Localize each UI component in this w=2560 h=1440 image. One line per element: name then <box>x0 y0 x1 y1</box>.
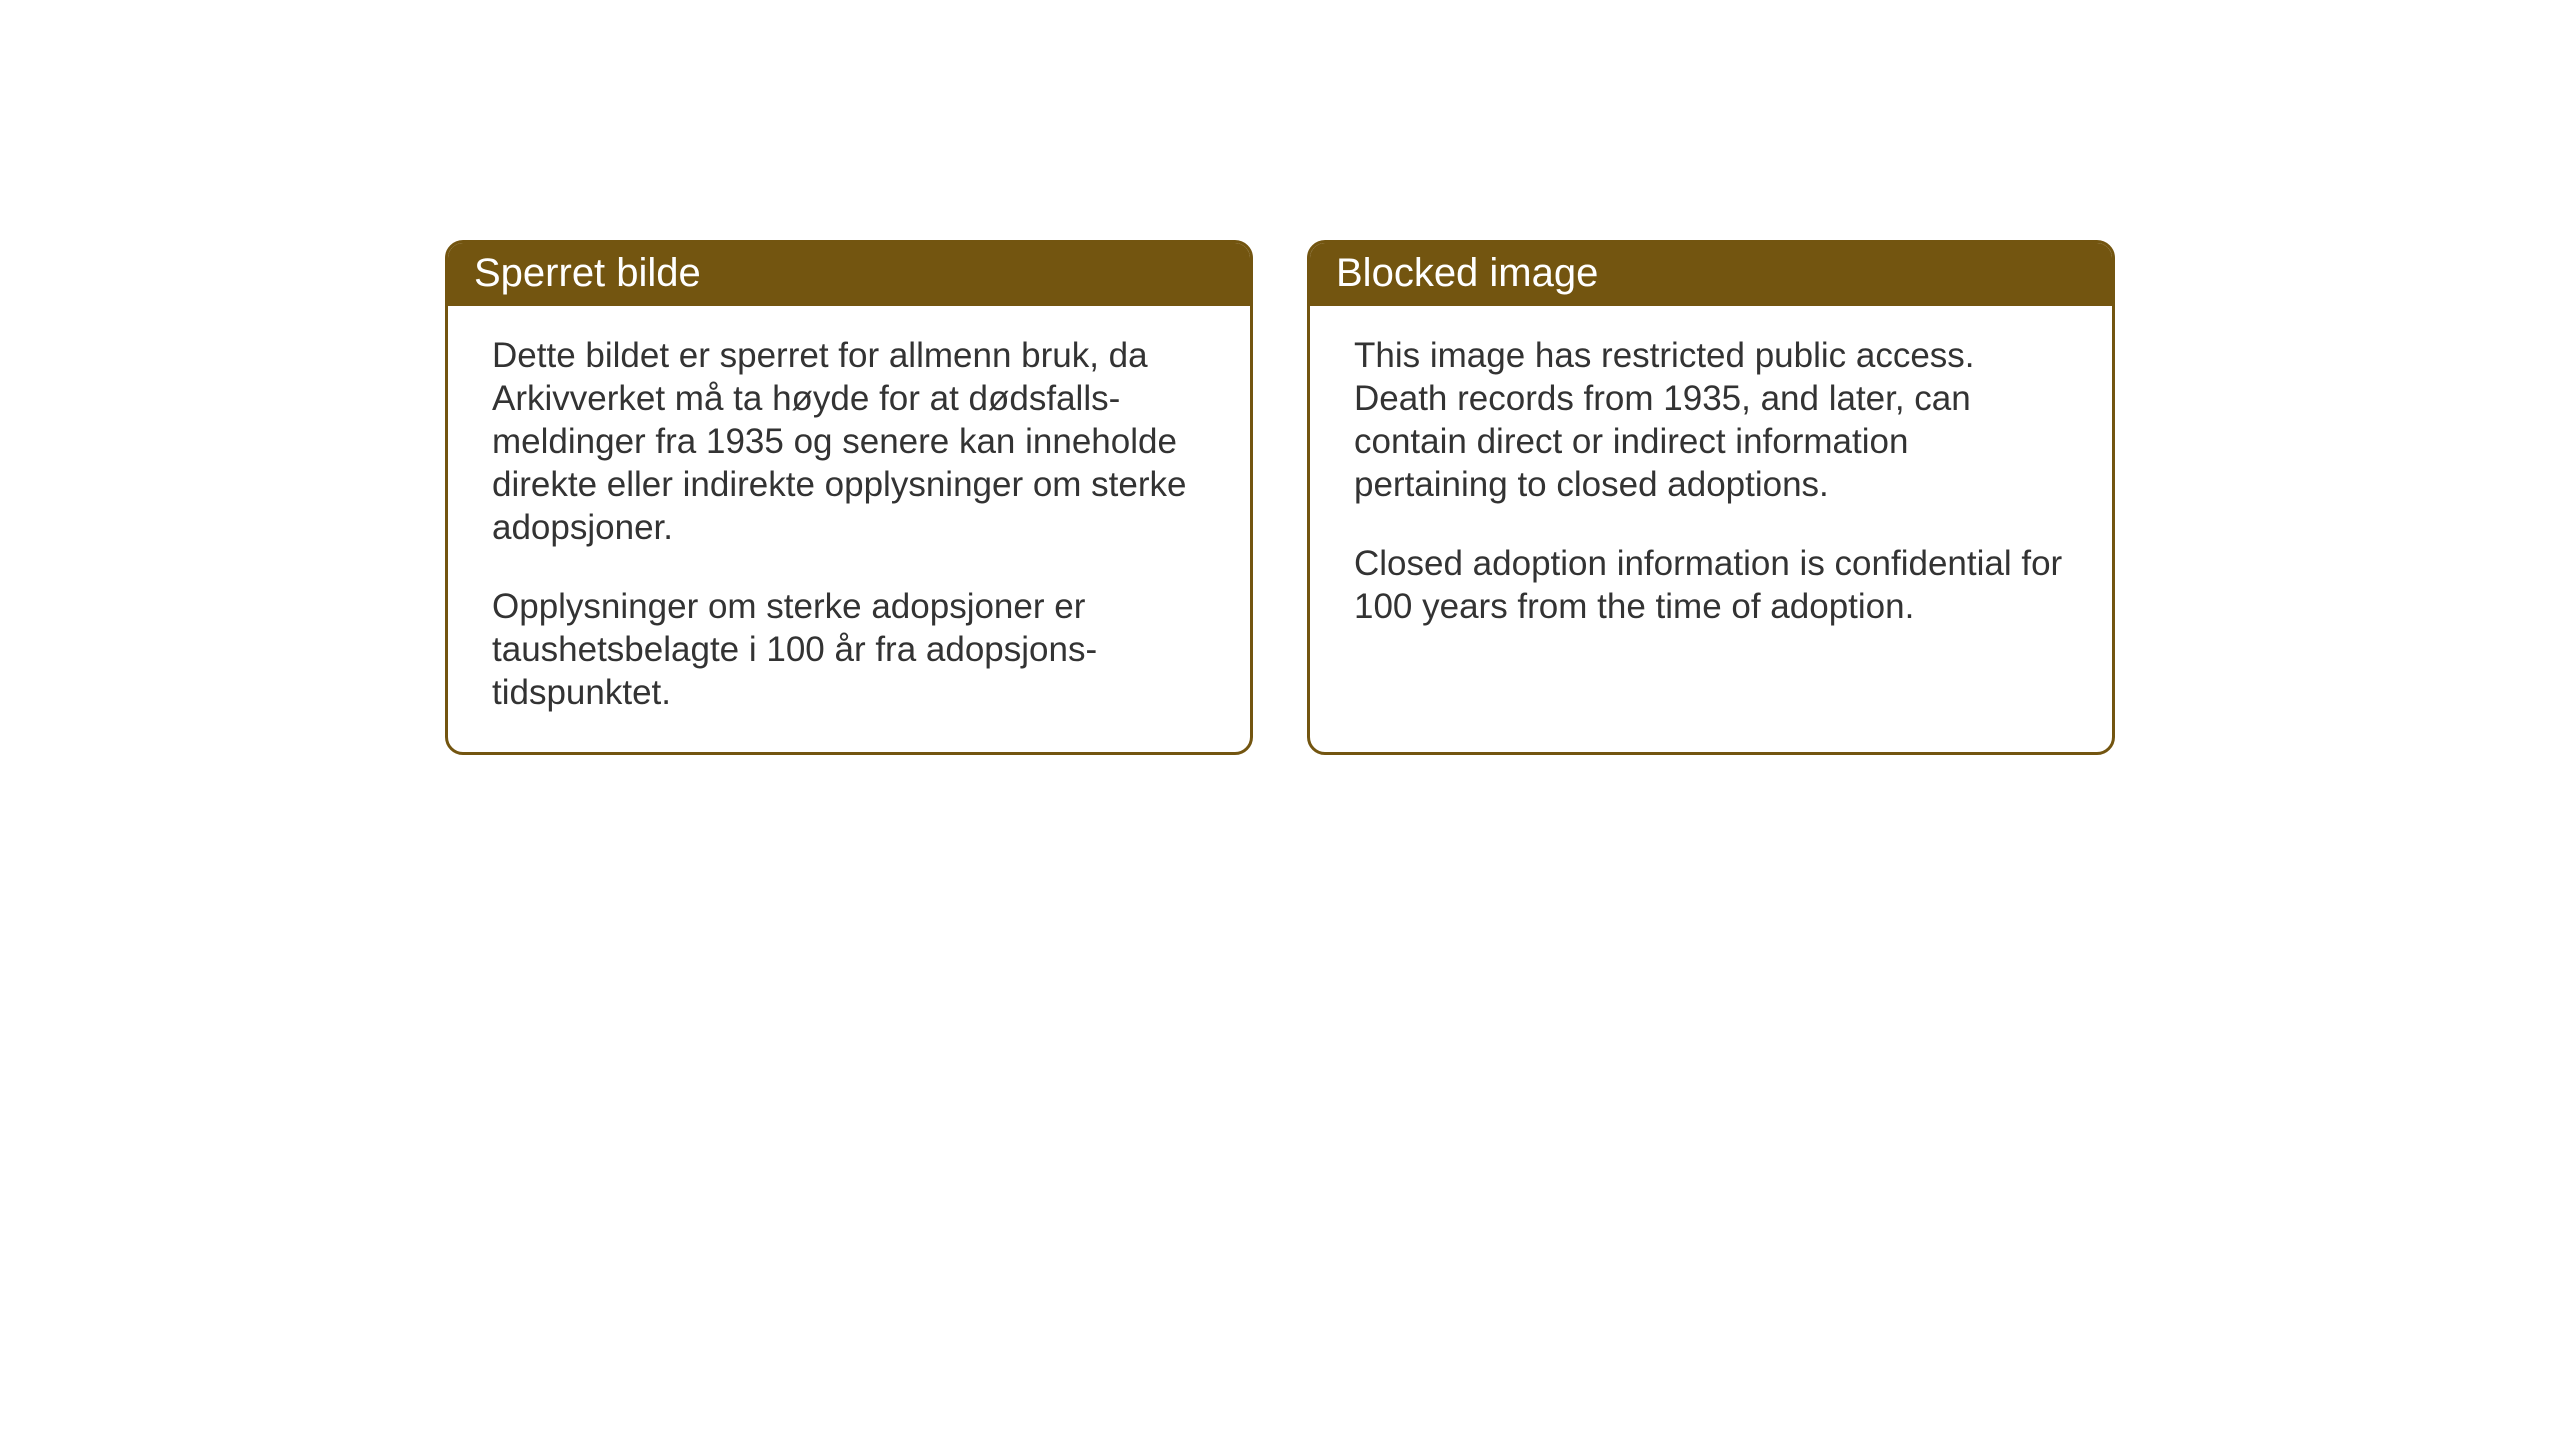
notices-container: Sperret bilde Dette bildet er sperret fo… <box>445 240 2115 755</box>
notice-paragraph: Closed adoption information is confident… <box>1354 542 2068 628</box>
notice-body-norwegian: Dette bildet er sperret for allmenn bruk… <box>448 306 1250 752</box>
notice-title-english: Blocked image <box>1310 243 2112 306</box>
notice-paragraph: Opplysninger om sterke adopsjoner er tau… <box>492 585 1206 714</box>
notice-box-english: Blocked image This image has restricted … <box>1307 240 2115 755</box>
notice-paragraph: This image has restricted public access.… <box>1354 334 2068 506</box>
notice-body-english: This image has restricted public access.… <box>1310 306 2112 716</box>
notice-paragraph: Dette bildet er sperret for allmenn bruk… <box>492 334 1206 549</box>
notice-box-norwegian: Sperret bilde Dette bildet er sperret fo… <box>445 240 1253 755</box>
notice-title-norwegian: Sperret bilde <box>448 243 1250 306</box>
